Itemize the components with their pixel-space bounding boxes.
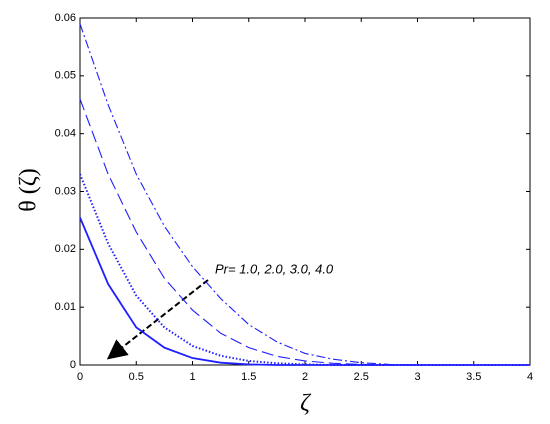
y-tick-label: 0: [70, 359, 76, 371]
series-line: [79, 173, 530, 366]
y-tick-label: 0.02: [55, 243, 76, 255]
series-line: [79, 98, 530, 366]
y-tick-label: 0.03: [55, 185, 76, 197]
series-line: [79, 23, 530, 366]
x-tick-label: 2.5: [354, 371, 369, 383]
annotation: Pr= 1.0, 2.0, 3.0, 4.0: [215, 261, 334, 276]
y-tick-label: 0.04: [55, 128, 76, 140]
y-axis-title: θ (ζ): [16, 168, 42, 211]
x-tick-label: 0.5: [129, 371, 144, 383]
x-tick-label: 3.5: [466, 371, 481, 383]
x-tick-label: 3: [414, 371, 420, 383]
y-tick-label: 0.05: [55, 70, 76, 82]
y-tick-label: 0.01: [55, 301, 76, 313]
annotation-arrow: [106, 279, 209, 360]
x-tick-label: 2: [302, 371, 308, 383]
y-tick-label: 0.06: [55, 12, 76, 24]
x-tick-label: 1.5: [241, 371, 256, 383]
plot-frame: [79, 17, 531, 366]
x-axis-title: ζ: [300, 391, 312, 417]
x-tick-label: 4: [527, 371, 533, 383]
x-tick-label: 0: [77, 371, 83, 383]
series-line: [79, 217, 530, 366]
x-tick-label: 1: [189, 371, 195, 383]
